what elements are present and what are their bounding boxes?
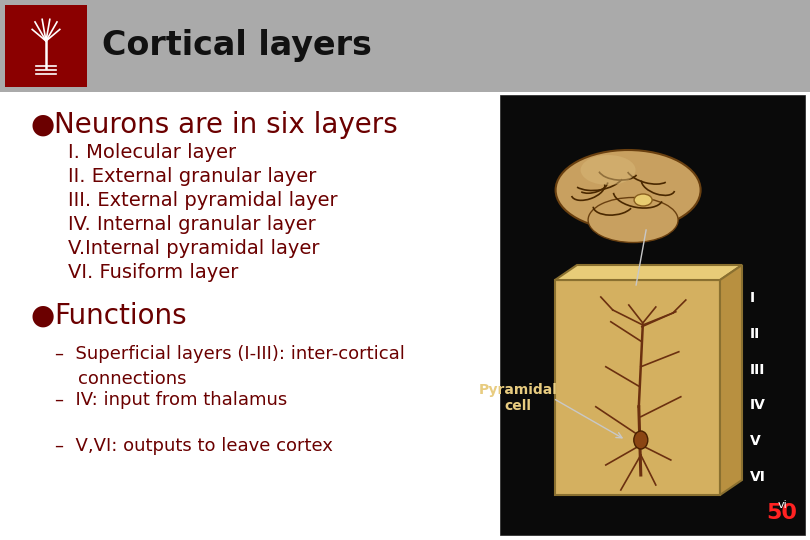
Text: Neurons are in six layers: Neurons are in six layers bbox=[54, 111, 398, 139]
Text: –  Superficial layers (I-III): inter-cortical
    connections: – Superficial layers (I-III): inter-cort… bbox=[55, 345, 405, 388]
Polygon shape bbox=[555, 265, 742, 280]
Text: Cortical layers: Cortical layers bbox=[102, 30, 372, 63]
FancyBboxPatch shape bbox=[0, 92, 810, 540]
FancyBboxPatch shape bbox=[0, 0, 810, 92]
Ellipse shape bbox=[588, 198, 678, 242]
Text: IV: IV bbox=[750, 399, 766, 413]
Text: IV. Internal granular layer: IV. Internal granular layer bbox=[68, 214, 316, 233]
Text: V: V bbox=[750, 434, 761, 448]
Text: Functions: Functions bbox=[54, 302, 186, 330]
Text: III: III bbox=[750, 362, 765, 376]
Text: Pyramidal
cell: Pyramidal cell bbox=[479, 383, 557, 413]
Text: –  IV: input from thalamus: – IV: input from thalamus bbox=[55, 391, 288, 409]
FancyBboxPatch shape bbox=[500, 95, 805, 535]
Text: I: I bbox=[750, 291, 755, 305]
Text: ●: ● bbox=[30, 111, 54, 139]
Text: 50: 50 bbox=[766, 503, 797, 523]
Text: V.Internal pyramidal layer: V.Internal pyramidal layer bbox=[68, 239, 319, 258]
Polygon shape bbox=[720, 265, 742, 495]
Text: III. External pyramidal layer: III. External pyramidal layer bbox=[68, 191, 338, 210]
Ellipse shape bbox=[633, 431, 648, 449]
Text: II: II bbox=[750, 327, 761, 341]
Text: II. External granular layer: II. External granular layer bbox=[68, 166, 317, 186]
FancyBboxPatch shape bbox=[5, 5, 87, 87]
Text: ●: ● bbox=[30, 302, 54, 330]
Text: –  V,VI: outputs to leave cortex: – V,VI: outputs to leave cortex bbox=[55, 437, 333, 455]
Ellipse shape bbox=[556, 150, 701, 230]
Ellipse shape bbox=[634, 194, 652, 206]
Text: vi: vi bbox=[778, 500, 788, 510]
Ellipse shape bbox=[581, 155, 636, 185]
Text: VI. Fusiform layer: VI. Fusiform layer bbox=[68, 262, 238, 281]
FancyBboxPatch shape bbox=[555, 280, 720, 495]
Text: VI: VI bbox=[750, 470, 766, 484]
Text: I. Molecular layer: I. Molecular layer bbox=[68, 143, 237, 161]
